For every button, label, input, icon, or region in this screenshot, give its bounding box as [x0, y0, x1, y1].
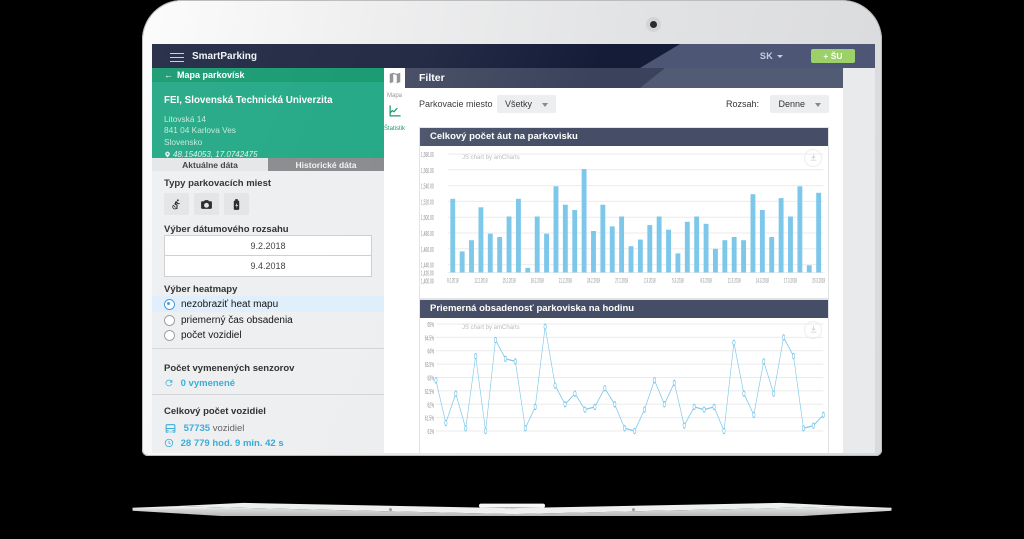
svg-text:21.2.2018: 21.2.2018 [559, 277, 572, 285]
svg-text:63%: 63% [427, 375, 434, 383]
svg-text:24.2.2018: 24.2.2018 [587, 277, 600, 285]
svg-text:17.3.2018: 17.3.2018 [784, 277, 797, 285]
svg-text:64.5%: 64.5% [425, 335, 434, 343]
svg-text:1,500.00: 1,500.00 [421, 215, 434, 223]
svg-text:15.2.2018: 15.2.2018 [502, 277, 515, 285]
svg-text:5.3.2018: 5.3.2018 [672, 277, 684, 285]
svg-text:62.5%: 62.5% [425, 389, 434, 397]
svg-text:1,540.00: 1,540.00 [421, 183, 434, 191]
svg-text:1,520.00: 1,520.00 [421, 199, 434, 207]
svg-text:61%: 61% [427, 429, 434, 437]
svg-text:1,460.00: 1,460.00 [421, 247, 434, 255]
svg-text:9.2.2018: 9.2.2018 [447, 277, 459, 285]
svg-text:63.5%: 63.5% [425, 362, 434, 370]
svg-text:1,580.00: 1,580.00 [421, 152, 434, 160]
svg-text:1,400.00: 1,400.00 [421, 278, 434, 286]
svg-text:27.2.2018: 27.2.2018 [615, 277, 628, 285]
svg-text:12.2.2018: 12.2.2018 [474, 277, 487, 285]
svg-text:64%: 64% [427, 349, 434, 357]
svg-text:8.3.2018: 8.3.2018 [700, 277, 712, 285]
svg-text:2.3.2018: 2.3.2018 [644, 277, 656, 285]
svg-text:1,560.00: 1,560.00 [421, 168, 434, 176]
svg-text:14.3.2018: 14.3.2018 [756, 277, 769, 285]
svg-text:61.5%: 61.5% [425, 415, 434, 423]
svg-text:11.3.2018: 11.3.2018 [728, 277, 741, 285]
svg-text:62%: 62% [427, 402, 434, 410]
svg-text:1,480.00: 1,480.00 [421, 231, 434, 239]
svg-text:20.3.2018: 20.3.2018 [812, 277, 825, 285]
svg-text:65%: 65% [427, 322, 434, 330]
svg-text:1,420.00: 1,420.00 [421, 270, 434, 278]
svg-text:1,440.00: 1,440.00 [421, 262, 434, 270]
svg-text:18.2.2018: 18.2.2018 [531, 277, 544, 285]
